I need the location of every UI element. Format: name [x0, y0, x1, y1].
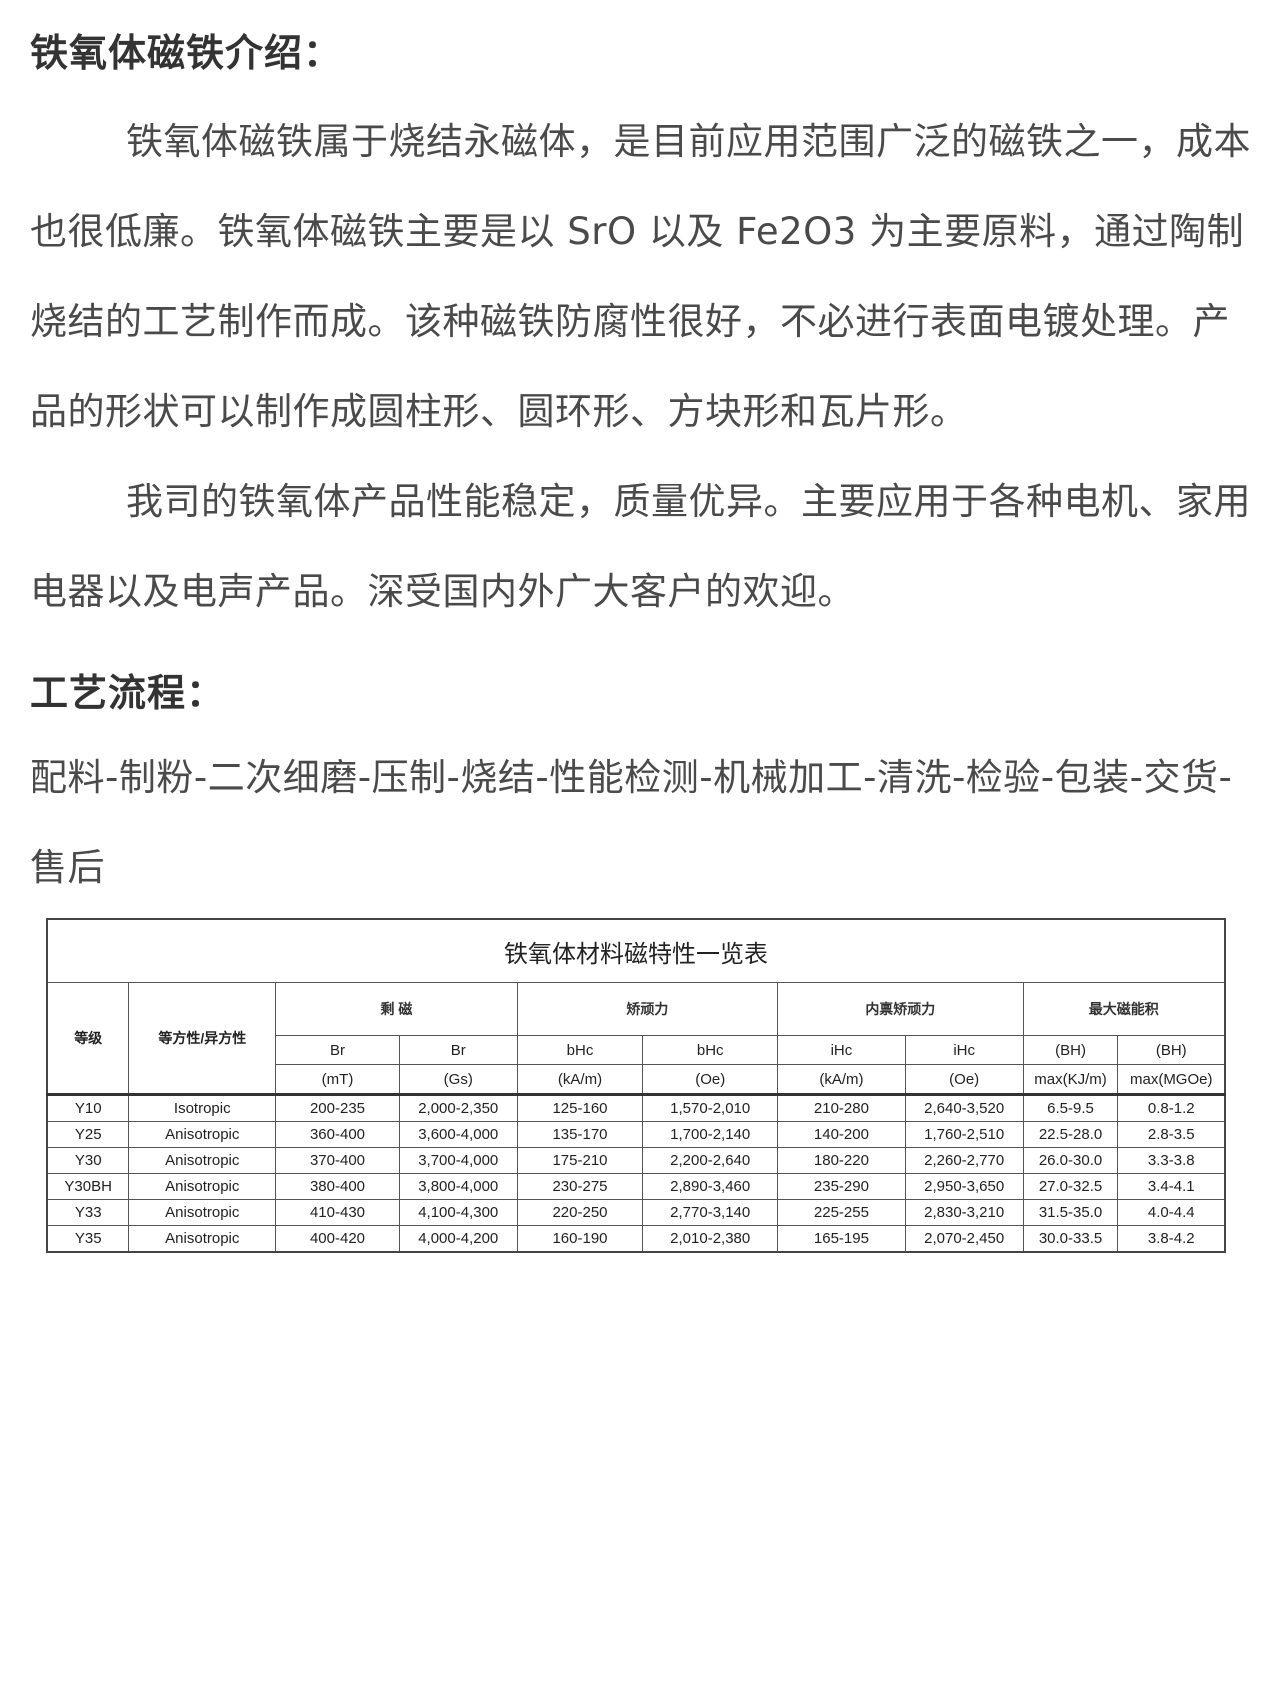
table-cell: Y30BH [46, 1173, 130, 1200]
intro-paragraph-1: 铁氧体磁铁属于烧结永磁体，是目前应用范围广泛的磁铁之一，成本也很低廉。铁氧体磁铁… [30, 97, 1260, 457]
table-cell: 2,260-2,770 [904, 1147, 1024, 1174]
table-row: Y30 Anisotropic 370-400 3,700-4,000 175-210 2… [46, 1147, 1226, 1174]
table-cell: 3,700-4,000 [398, 1147, 518, 1174]
table-cell: 370-400 [275, 1147, 400, 1174]
table-cell: 27.0-32.5 [1022, 1173, 1119, 1200]
table-cell: 2,950-3,650 [904, 1173, 1024, 1200]
table-cell: 2,070-2,450 [904, 1225, 1024, 1253]
table-row: Y33 Anisotropic 410-430 4,100-4,300 220-250 2… [46, 1199, 1226, 1226]
subheader-unit: max(KJ/m) [1022, 1064, 1119, 1095]
table-cell: 26.0-30.0 [1022, 1147, 1119, 1174]
process-text: 配料-制粉-二次细磨-压制-烧结-性能检测-机械加工-清洗-检验-包装-交货-售… [30, 756, 1233, 889]
table-cell: 2.8-3.5 [1117, 1121, 1226, 1148]
header-grade: 等级 [46, 982, 130, 1095]
subheader-unit: (Gs) [398, 1064, 518, 1095]
subheader-symbol: iHc [777, 1035, 906, 1065]
subheader-unit: (mT) [275, 1064, 400, 1095]
table-cell: 125-160 [516, 1093, 644, 1122]
header-type: 等方性/异方性 [128, 982, 277, 1095]
subheader-symbol: bHc [642, 1035, 779, 1065]
table-cell: 2,770-3,140 [642, 1199, 779, 1226]
table-cell: 0.8-1.2 [1117, 1093, 1226, 1122]
header-coercivity: 矫顽力 [516, 982, 779, 1036]
table-cell: Anisotropic [128, 1225, 277, 1253]
subheader-unit: max(MGOe) [1117, 1064, 1226, 1095]
table-cell: 2,830-3,210 [904, 1199, 1024, 1226]
subheader-symbol: Br [275, 1035, 400, 1065]
table-cell: Anisotropic [128, 1173, 277, 1200]
table-row: Y30BH Anisotropic 380-400 3,800-4,000 230-27… [46, 1173, 1226, 1200]
table-cell: 210-280 [777, 1093, 906, 1122]
table-cell: 360-400 [275, 1121, 400, 1148]
table-cell: 3.8-4.2 [1117, 1225, 1226, 1253]
process-heading: 工艺流程： [30, 671, 226, 715]
table-cell: Y33 [46, 1199, 130, 1226]
table-cell: 380-400 [275, 1173, 400, 1200]
table-cell: 400-420 [275, 1225, 400, 1253]
table-cell: 3,600-4,000 [398, 1121, 518, 1148]
subheader-symbol: (BH) [1117, 1035, 1226, 1065]
table-cell: 200-235 [275, 1093, 400, 1122]
subheader-symbol: Br [398, 1035, 518, 1065]
table-cell: 220-250 [516, 1199, 644, 1226]
subheader-symbol: iHc [904, 1035, 1024, 1065]
table-cell: 22.5-28.0 [1022, 1121, 1119, 1148]
table-cell: Y35 [46, 1225, 130, 1253]
intro-paragraph-1-text: 铁氧体磁铁属于烧结永磁体，是目前应用范围广泛的磁铁之一，成本也很低廉。铁氧体磁铁… [30, 120, 1251, 433]
table-cell: Y10 [46, 1093, 130, 1122]
table-cell: 135-170 [516, 1121, 644, 1148]
table-cell: 140-200 [777, 1121, 906, 1148]
table-cell: 31.5-35.0 [1022, 1199, 1119, 1226]
table-cell: 1,570-2,010 [642, 1093, 779, 1122]
table-cell: Y25 [46, 1121, 130, 1148]
table-cell: 165-195 [777, 1225, 906, 1253]
table-cell: 2,010-2,380 [642, 1225, 779, 1253]
table-cell: 2,000-2,350 [398, 1093, 518, 1122]
table-cell: Isotropic [128, 1093, 277, 1122]
table-cell: 160-190 [516, 1225, 644, 1253]
subheader-symbol: (BH) [1022, 1035, 1119, 1065]
table-cell: 225-255 [777, 1199, 906, 1226]
table-cell: 1,700-2,140 [642, 1121, 779, 1148]
header-remanence: 剩 磁 [275, 982, 518, 1036]
table-cell: 3,800-4,000 [398, 1173, 518, 1200]
table-cell: Anisotropic [128, 1147, 277, 1174]
table-title: 铁氧体材料磁特性一览表 [46, 918, 1226, 983]
table-cell: 175-210 [516, 1147, 644, 1174]
table-cell: 230-275 [516, 1173, 644, 1200]
table-cell: 30.0-33.5 [1022, 1225, 1119, 1253]
table-cell: Y30 [46, 1147, 130, 1174]
table-cell: 2,890-3,460 [642, 1173, 779, 1200]
table-cell: 3.3-3.8 [1117, 1147, 1226, 1174]
table-cell: 4,000-4,200 [398, 1225, 518, 1253]
table-cell: 410-430 [275, 1199, 400, 1226]
table-cell: 180-220 [777, 1147, 906, 1174]
subheader-unit: (kA/m) [516, 1064, 644, 1095]
subheader-unit: (Oe) [642, 1064, 779, 1095]
intro-heading: 铁氧体磁铁介绍： [30, 31, 343, 75]
header-intrinsic-coercivity: 内禀矫顽力 [777, 982, 1024, 1036]
table-cell: 2,640-3,520 [904, 1093, 1024, 1122]
table-cell: 3.4-4.1 [1117, 1173, 1226, 1200]
table-row: Y35 Anisotropic 400-420 4,000-4,200 160-190 2… [46, 1225, 1226, 1253]
table-cell: Anisotropic [128, 1121, 277, 1148]
table-cell: Anisotropic [128, 1199, 277, 1226]
table-cell: 6.5-9.5 [1022, 1093, 1119, 1122]
subheader-unit: (kA/m) [777, 1064, 906, 1095]
table-cell: 4.0-4.4 [1117, 1199, 1226, 1226]
table-row: Y10 Isotropic 200-235 2,000-2,350 125-160 1,5… [46, 1093, 1226, 1122]
table-cell: 2,200-2,640 [642, 1147, 779, 1174]
intro-paragraph-2: 我司的铁氧体产品性能稳定，质量优异。主要应用于各种电机、家用电器以及电声产品。深… [30, 457, 1260, 637]
table-row: Y25 Anisotropic 360-400 3,600-4,000 135-170 1… [46, 1121, 1226, 1148]
ferrite-properties-table: 铁氧体材料磁特性一览表 等级 等方性/异方性 剩 磁 矫顽力 内禀矫顽力 最大磁… [46, 918, 1226, 1253]
intro-paragraph-2-text: 我司的铁氧体产品性能稳定，质量优异。主要应用于各种电机、家用电器以及电声产品。深… [30, 480, 1251, 613]
subheader-symbol: bHc [516, 1035, 644, 1065]
table-cell: 1,760-2,510 [904, 1121, 1024, 1148]
table-cell: 235-290 [777, 1173, 906, 1200]
table-cell: 4,100-4,300 [398, 1199, 518, 1226]
subheader-unit: (Oe) [904, 1064, 1024, 1095]
header-max-energy-product: 最大磁能积 [1022, 982, 1226, 1036]
